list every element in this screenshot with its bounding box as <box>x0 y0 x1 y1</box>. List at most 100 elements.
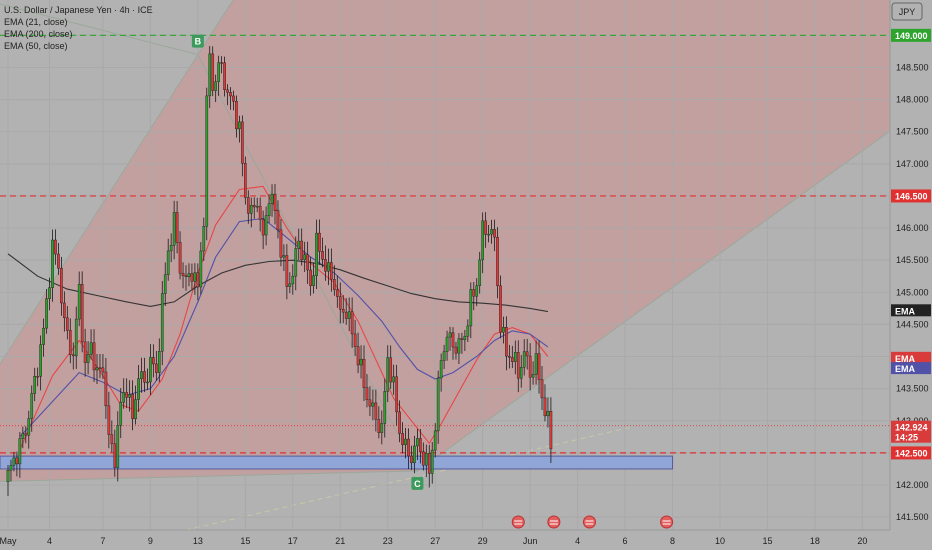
candle-bull <box>267 203 271 216</box>
time-tick-label: 13 <box>193 536 203 546</box>
time-tick-label: 9 <box>148 536 153 546</box>
candle-bull <box>208 53 212 97</box>
us-flag-icon[interactable] <box>582 515 596 529</box>
candle-bear <box>246 197 250 214</box>
candle-bull <box>466 325 470 337</box>
price-tick-label: 148.000 <box>896 95 929 105</box>
price-tick-label: 145.000 <box>896 287 929 297</box>
ema-tag-text: EMA <box>895 306 916 316</box>
legend-ema21[interactable]: EMA (21, close) <box>4 17 68 27</box>
time-axis-panel[interactable] <box>0 530 932 550</box>
candle-bull <box>347 311 351 319</box>
candle-bear <box>184 275 188 278</box>
candle-bear <box>353 333 357 347</box>
candle-bear <box>318 232 321 252</box>
candle-bear <box>344 311 348 319</box>
candle-bear <box>125 392 128 398</box>
candle-bear <box>374 402 378 420</box>
candle-bear <box>528 355 532 378</box>
candle-bull <box>442 351 446 361</box>
price-tick-label: 143.500 <box>896 384 929 394</box>
candle-bear <box>330 262 333 280</box>
candle-bull <box>264 215 268 236</box>
pattern-point-b[interactable]: B <box>191 34 204 48</box>
candle-bull <box>146 381 149 384</box>
candle-bull <box>481 220 484 261</box>
candle-bull <box>469 289 473 327</box>
candle-bear <box>80 284 84 343</box>
candle-bear <box>196 272 200 288</box>
legend-ema50[interactable]: EMA (50, close) <box>4 41 68 51</box>
legend-ema200[interactable]: EMA (200, close) <box>4 29 73 39</box>
price-tick-label: 144.500 <box>896 319 929 329</box>
candle-bear <box>537 353 541 380</box>
candle-bull <box>42 327 45 345</box>
candle-bear <box>422 451 425 466</box>
us-flag-icon[interactable] <box>547 515 561 529</box>
candle-bull <box>39 344 42 377</box>
candle-bull <box>30 393 34 419</box>
ema-tag: EMA <box>891 351 931 364</box>
price-tick-label: 142.000 <box>896 480 929 490</box>
candle-bull <box>487 233 490 236</box>
candle-bear <box>401 433 404 445</box>
currency-button[interactable]: JPY <box>891 2 923 21</box>
candle-bull <box>89 342 93 355</box>
candle-bull <box>45 298 48 329</box>
candle-bear <box>511 357 514 362</box>
flag-circle <box>511 515 525 529</box>
time-axis-labels: May 4 7 9 13 15 17 21 23 27 29 Jun 4 6 8 10 15 18 20 <box>0 536 867 546</box>
candle-bull <box>193 272 197 282</box>
pattern-point-label: B <box>195 37 202 47</box>
candle-bull <box>169 244 173 252</box>
time-tick-label: 7 <box>100 536 105 546</box>
pattern-triangle-bcd <box>197 0 890 472</box>
candle-bull <box>448 332 452 338</box>
ema200-line[interactable] <box>7 253 548 313</box>
candle-bull <box>288 283 292 287</box>
candle-bear <box>113 443 117 468</box>
us-flag-icon[interactable] <box>511 515 525 529</box>
level-tag-text: 142.500 <box>895 448 928 458</box>
candle-bull <box>249 204 253 214</box>
candle-bear <box>335 289 339 297</box>
candle-bull <box>386 357 390 392</box>
support-zone[interactable] <box>0 455 674 470</box>
candle-bear <box>454 346 458 354</box>
currency-button-frame[interactable] <box>891 2 923 21</box>
time-tick-label: 21 <box>335 536 345 546</box>
candle-bear <box>451 332 455 348</box>
candle-bear <box>377 419 381 433</box>
us-flag-icon[interactable] <box>660 515 674 529</box>
projection-line <box>185 426 632 530</box>
candle-bear <box>57 253 60 269</box>
candle-bear <box>493 229 496 238</box>
candle-bear <box>63 302 66 319</box>
candle-bear <box>258 205 262 220</box>
candle-bear <box>365 387 369 401</box>
time-tick-label: 18 <box>810 536 820 546</box>
candle-bull <box>217 62 220 82</box>
candle-bull <box>327 262 330 272</box>
candle-bull <box>116 425 120 468</box>
pattern-point-c[interactable]: C <box>411 476 424 490</box>
candle-bear <box>220 62 223 64</box>
candle-bear <box>107 405 111 435</box>
time-tick-label: 4 <box>47 536 52 546</box>
candle-bull <box>199 250 203 288</box>
ema-tag-bg <box>891 351 931 364</box>
economic-event-icons[interactable] <box>511 515 674 529</box>
price-tick-label: 147.500 <box>896 127 929 137</box>
candle-bear <box>484 220 487 235</box>
pattern-point-badge <box>411 476 424 490</box>
currency-button-label[interactable]: JPY <box>899 7 916 17</box>
candle-bull <box>270 193 274 204</box>
flag-circle <box>547 515 561 529</box>
candle-bull <box>27 418 31 436</box>
candle-bull <box>128 394 131 398</box>
candlesticks <box>6 45 553 496</box>
candle-bear <box>175 212 179 243</box>
candle-bear <box>131 394 134 420</box>
candle-bull <box>51 239 54 288</box>
